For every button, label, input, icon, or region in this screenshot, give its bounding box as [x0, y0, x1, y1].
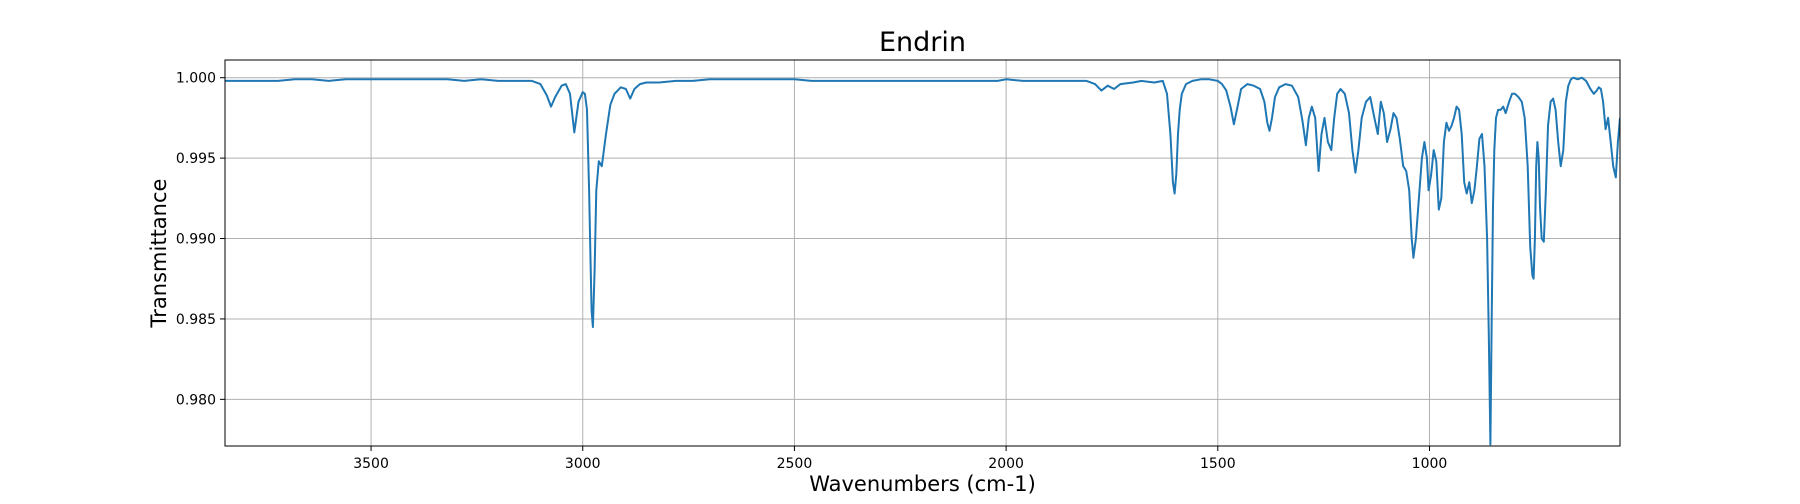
plot-frame	[224, 59, 1621, 447]
y-tick-label: 0.995	[176, 151, 216, 167]
y-tick-label: 0.985	[176, 312, 216, 328]
y-axis-ticks: 0.980 0.985 0.990 0.995 1.000	[176, 71, 225, 408]
y-tick-label: 1.000	[176, 71, 216, 87]
y-grid	[225, 77, 1620, 400]
x-tick-label: 2000	[988, 456, 1024, 472]
x-tick-label: 3500	[353, 456, 389, 472]
y-axis-label: Transmittance	[147, 179, 171, 329]
x-tick-label: 3000	[565, 456, 601, 472]
chart-title: Endrin	[879, 27, 966, 58]
series-line	[225, 76, 1620, 446]
x-tick-label: 2500	[777, 456, 813, 472]
y-tick-label: 0.980	[176, 392, 216, 408]
x-grid	[370, 60, 1430, 446]
y-tick-label: 0.990	[176, 232, 216, 248]
x-tick-label: 1500	[1200, 456, 1236, 472]
x-tick-label: 1000	[1412, 456, 1448, 472]
plot-area	[225, 60, 1620, 446]
x-axis-ticks: 3500 3000 2500 2000 1500 1000	[353, 446, 1447, 472]
x-axis-label: Wavenumbers (cm-1)	[809, 472, 1036, 496]
